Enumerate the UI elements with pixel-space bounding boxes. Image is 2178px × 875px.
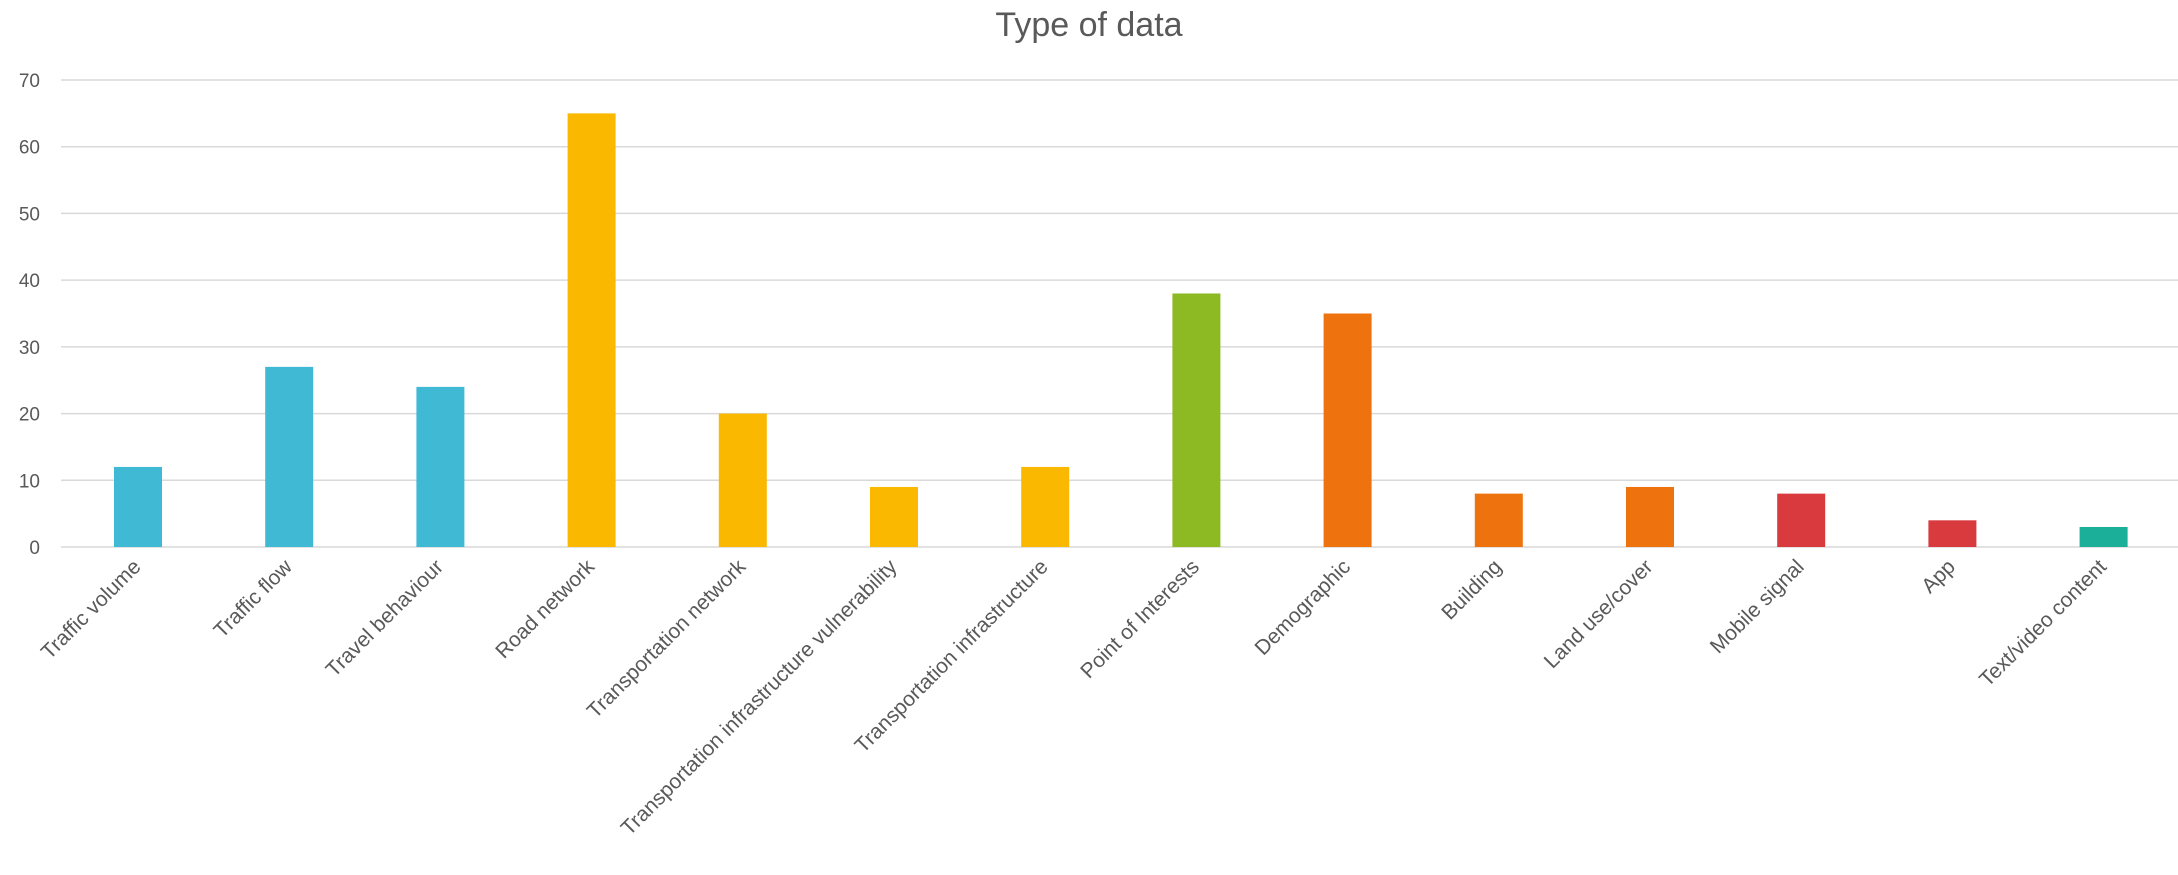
bar: [870, 486, 918, 547]
x-tick-label: Transportation network: [583, 555, 751, 723]
x-tick-label: Travel behaviour: [322, 555, 448, 681]
y-tick-label: 50: [19, 204, 40, 225]
x-tick-label: Text/video content: [1975, 555, 2111, 691]
y-tick-label: 20: [19, 405, 40, 426]
bar: [114, 466, 162, 547]
bar: [265, 366, 314, 547]
x-tick-label: App: [1917, 555, 1960, 598]
bar: [1021, 466, 1070, 547]
x-tick-label: Mobile signal: [1706, 555, 1809, 658]
y-tick-label: 40: [19, 271, 40, 292]
bar: [416, 386, 465, 547]
bar: [2079, 526, 2128, 547]
bars: [114, 113, 2128, 547]
y-tick-label: 0: [29, 538, 40, 559]
bar: [1626, 486, 1674, 547]
x-tick-label: Transportation infrastructure vulnerabil…: [617, 555, 902, 840]
y-axis-ticks: 0 10 20 30 40 50 60 70: [19, 71, 40, 559]
bar: [1474, 493, 1523, 547]
x-tick-label: Road network: [491, 555, 599, 663]
x-tick-label: Building: [1437, 555, 1506, 624]
bar: [1323, 313, 1372, 547]
gridlines: [61, 79, 2178, 548]
x-axis-labels: Traffic volume Traffic flow Travel behavio…: [37, 555, 2111, 840]
chart-title: Type of data: [995, 6, 1183, 44]
x-tick-label: Traffic flow: [210, 555, 298, 643]
x-tick-label: Land use/cover: [1540, 555, 1658, 673]
x-tick-label: Demographic: [1251, 555, 1356, 660]
bar: [1928, 520, 1977, 547]
bar: [567, 113, 616, 547]
x-tick-label: Point of Interests: [1076, 555, 1204, 683]
y-tick-label: 60: [19, 138, 40, 159]
x-tick-label: Traffic volume: [37, 555, 146, 664]
bar: [1777, 493, 1826, 547]
y-tick-label: 30: [19, 338, 40, 359]
y-tick-label: 10: [19, 471, 40, 492]
bar: [1172, 293, 1221, 547]
bar: [718, 413, 767, 547]
y-tick-label: 70: [19, 71, 40, 92]
